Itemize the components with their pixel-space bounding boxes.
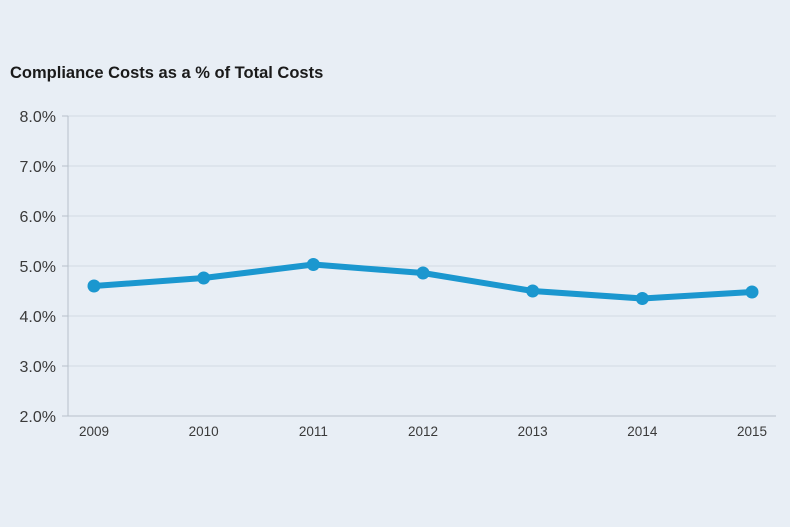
x-tick-label: 2012 (408, 424, 438, 439)
y-tick-label: 2.0% (20, 409, 56, 426)
data-point (197, 271, 211, 285)
point-layer (87, 258, 759, 305)
data-point (526, 284, 540, 298)
data-point (306, 258, 320, 271)
y-tick-label: 6.0% (20, 209, 56, 226)
x-tick-label: 2013 (518, 424, 548, 439)
axis-layer: 8.0% 7.0% 6.0% 5.0% 4.0% 3.0% 2.0% 2009 2010 2011… (20, 109, 776, 439)
x-tick-label: 2009 (79, 424, 109, 439)
y-tick-label: 4.0% (20, 309, 56, 326)
x-tick-label: 2011 (299, 424, 328, 439)
x-tick-label: 2014 (627, 424, 658, 439)
data-point (416, 266, 430, 280)
chart-title: Compliance Costs as a % of Total Costs (10, 64, 324, 82)
data-point (745, 285, 759, 299)
data-point (635, 292, 649, 305)
y-tick-label: 5.0% (20, 259, 56, 276)
y-tick-label: 7.0% (20, 159, 56, 176)
y-tick-label: 8.0% (20, 109, 56, 126)
x-tick-label: 2015 (737, 424, 767, 439)
grid-layer (68, 115, 776, 367)
data-point (87, 279, 101, 293)
y-tick-label: 3.0% (20, 359, 56, 376)
x-tick-label: 2010 (189, 424, 219, 439)
